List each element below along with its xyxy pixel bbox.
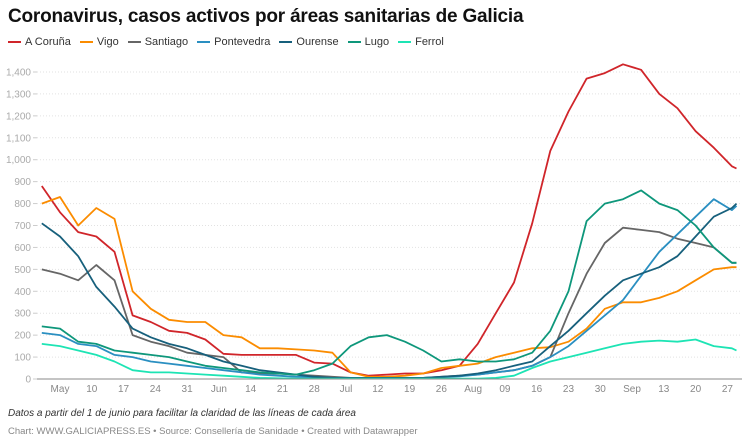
legend-item: Santiago: [127, 36, 189, 48]
legend-swatch: [197, 41, 211, 43]
x-tick-label: 28: [309, 384, 321, 395]
x-tick-label: 09: [499, 384, 511, 395]
x-tick-label: 16: [531, 384, 543, 395]
x-tick-label: 17: [118, 384, 130, 395]
y-tick-label: 600: [14, 243, 31, 254]
y-tick-label: 900: [14, 177, 31, 188]
legend-item: Ourense: [279, 36, 339, 48]
y-tick-label: 0: [25, 375, 31, 386]
series-line-ourense: [41, 202, 738, 379]
x-tick-label: 23: [563, 384, 575, 395]
legend-label: Pontevedra: [214, 36, 271, 48]
y-tick-label: 700: [14, 221, 31, 232]
x-tick-label: Jul: [340, 384, 353, 395]
chart-title: Coronavirus, casos activos por áreas san…: [8, 6, 524, 27]
legend-swatch: [79, 41, 93, 43]
series-line-ferrol: [41, 338, 737, 380]
legend-swatch: [279, 41, 293, 43]
legend-label: Lugo: [364, 36, 390, 48]
legend-label: Ourense: [296, 36, 339, 48]
chart-note: Datos a partir del 1 de junio para facil…: [8, 408, 356, 419]
legend-swatch: [347, 41, 361, 43]
x-tick-label: 30: [595, 384, 607, 395]
chart-credits: Chart: WWW.GALICIAPRESS.ES • Source: Con…: [8, 426, 418, 437]
legend-label: A Coruña: [25, 36, 71, 48]
y-tick-label: 400: [14, 287, 31, 298]
x-tick-label: May: [51, 384, 70, 395]
legend-item: Lugo: [347, 36, 390, 48]
x-tick-label: 19: [404, 384, 416, 395]
x-tick-label: 12: [372, 384, 384, 395]
legend-item: Pontevedra: [197, 36, 270, 48]
y-tick-label: 1,000: [6, 155, 31, 166]
x-tick-label: Sep: [623, 384, 641, 395]
y-tick-label: 1,400: [6, 68, 31, 79]
y-tick-label: 1,300: [6, 89, 31, 100]
x-tick-label: 13: [658, 384, 670, 395]
legend-swatch: [127, 41, 141, 43]
legend-item: A Coruña: [8, 36, 71, 48]
y-tick-label: 500: [14, 265, 31, 276]
x-tick-label: 10: [86, 384, 98, 395]
x-tick-label: 20: [690, 384, 702, 395]
series-line-lugo: [41, 189, 737, 376]
legend-swatch: [8, 41, 21, 43]
legend-item: Ferrol: [398, 36, 444, 48]
series-line-pontevedra: [41, 198, 738, 379]
x-tick-label: 27: [722, 384, 734, 395]
y-tick-label: 1,100: [6, 133, 31, 144]
x-tick-label: Aug: [464, 384, 482, 395]
legend-label: Ferrol: [415, 36, 444, 48]
series-line-a-coru-a: [41, 63, 737, 377]
legend-swatch: [398, 41, 412, 43]
series-line-vigo: [41, 196, 737, 378]
y-tick-label: 800: [14, 199, 31, 210]
y-tick-label: 1,200: [6, 111, 31, 122]
y-tick-label: 100: [14, 353, 31, 364]
y-tick-label: 200: [14, 331, 31, 342]
x-tick-label: 21: [277, 384, 289, 395]
legend-label: Santiago: [144, 36, 189, 48]
x-tick-label: 24: [150, 384, 162, 395]
legend: A Coruña Vigo Santiago Pontevedra Ourense Lug…: [8, 36, 444, 48]
x-tick-label: 26: [436, 384, 448, 395]
legend-label: Vigo: [96, 36, 119, 48]
x-tick-label: 14: [245, 384, 257, 395]
x-tick-label: Jun: [211, 384, 227, 395]
x-tick-label: 31: [182, 384, 194, 395]
legend-item: Vigo: [79, 36, 119, 48]
y-tick-label: 300: [14, 309, 31, 320]
line-chart: 0 100 200 300 400 500 600 700 800 900 1,000 1,100 1,…: [6, 63, 742, 395]
